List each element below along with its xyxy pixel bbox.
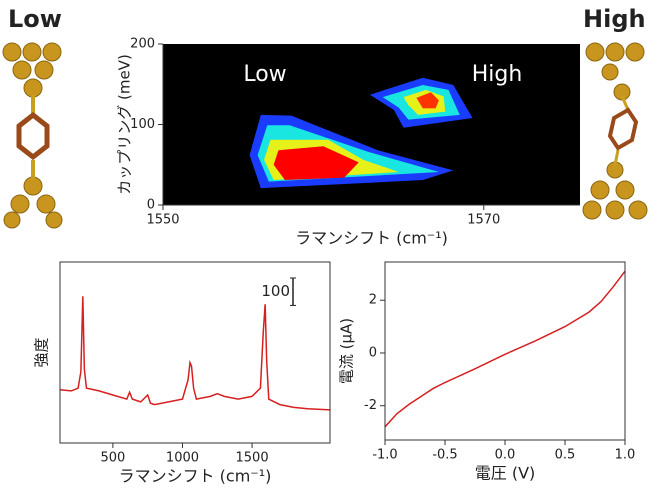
y-tick-label: 0 (369, 345, 377, 360)
x-tick-label: 1500 (236, 451, 269, 466)
y-tick-label: 100 (130, 117, 155, 132)
right-label: High (583, 5, 646, 33)
y-tick-label: 0 (147, 198, 155, 213)
y-axis-label: 電流 (μA) (338, 318, 356, 384)
y-tick-label: 200 (130, 37, 155, 52)
plot-frame (384, 261, 626, 441)
x-tick-label: 1000 (166, 451, 199, 466)
x-tick-label: 1550 (146, 213, 179, 228)
x-tick-label: -1.0 (372, 448, 397, 463)
data-line (59, 296, 331, 411)
x-tick-label: 1570 (467, 213, 500, 228)
x-tick-label: 0.5 (555, 448, 576, 463)
x-axis-label: ラマンシフト (cm⁻¹) (295, 229, 448, 248)
molecule-left (2, 42, 63, 229)
contour-level (416, 92, 439, 109)
data-line (384, 270, 626, 428)
annotation: High (472, 62, 523, 87)
y-axis-label: カップリング (meV) (116, 54, 134, 195)
scale-bar-label: 100 (261, 282, 290, 300)
x-axis-label: 電圧 (V) (475, 464, 536, 483)
x-tick-label: 1.0 (615, 448, 636, 463)
x-tick-label: -0.5 (432, 448, 457, 463)
annotation: Low (243, 62, 286, 87)
contour-level (273, 146, 359, 181)
left-label: Low (8, 5, 62, 33)
x-axis-label: ラマンシフト (cm⁻¹) (119, 467, 272, 486)
y-tick-label: -2 (364, 398, 377, 413)
x-tick-label: 0.0 (495, 448, 516, 463)
molecule-right (582, 42, 648, 220)
y-tick-label: 2 (369, 293, 377, 308)
y-axis-label: 強度 (33, 337, 51, 367)
plot-frame (59, 261, 331, 444)
x-tick-label: 500 (100, 451, 125, 466)
